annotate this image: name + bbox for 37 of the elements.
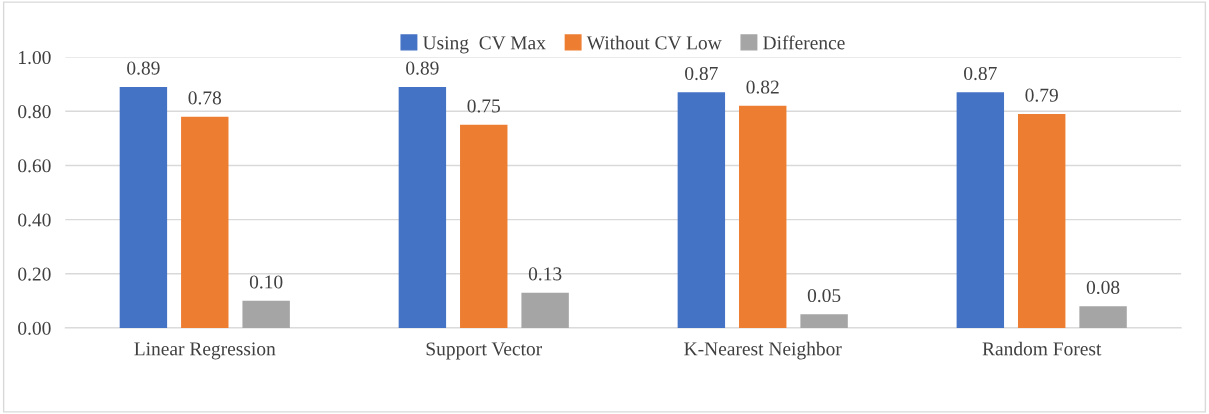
x-tick-label: Linear Regression bbox=[134, 342, 276, 360]
y-tick-label: 0.20 bbox=[18, 267, 51, 281]
y-tick-label: 0.00 bbox=[18, 321, 51, 335]
bar bbox=[1017, 113, 1066, 328]
data-label: 0.08 bbox=[1086, 280, 1120, 295]
data-label: 0.05 bbox=[807, 288, 841, 303]
y-tick-label: 0.80 bbox=[18, 105, 51, 119]
bar bbox=[119, 86, 168, 328]
bar bbox=[677, 92, 726, 328]
data-label: 0.13 bbox=[528, 267, 562, 281]
data-label: 0.79 bbox=[1025, 88, 1058, 102]
bar bbox=[1079, 306, 1127, 328]
data-label: 0.78 bbox=[188, 91, 222, 105]
y-tick-label: 1.00 bbox=[19, 50, 51, 65]
bar bbox=[460, 124, 508, 328]
bar bbox=[398, 86, 447, 328]
data-label: 0.89 bbox=[406, 61, 439, 75]
y-tick-label: 0.60 bbox=[18, 159, 51, 173]
x-tick-label: K-Nearest Neighbor bbox=[684, 341, 842, 360]
bar bbox=[242, 300, 290, 328]
data-label: 0.82 bbox=[746, 80, 779, 94]
x-tick-label: Support Vector bbox=[426, 342, 542, 360]
y-tick-label: 0.40 bbox=[18, 213, 51, 227]
data-label: 0.87 bbox=[685, 66, 718, 81]
bar bbox=[800, 314, 848, 328]
bar bbox=[181, 116, 229, 328]
x-tick-label: Random Forest bbox=[982, 341, 1102, 356]
bar bbox=[739, 105, 787, 328]
legend-label: Using CV Max bbox=[422, 36, 546, 54]
data-label: 0.75 bbox=[467, 99, 501, 113]
data-label: 0.87 bbox=[964, 66, 997, 81]
data-label: 0.89 bbox=[127, 61, 160, 75]
data-label: 0.10 bbox=[249, 275, 283, 289]
bar bbox=[956, 92, 1005, 328]
legend-label: Without CV Low bbox=[586, 35, 722, 50]
legend-label: Difference bbox=[763, 35, 845, 50]
bar bbox=[521, 292, 569, 328]
